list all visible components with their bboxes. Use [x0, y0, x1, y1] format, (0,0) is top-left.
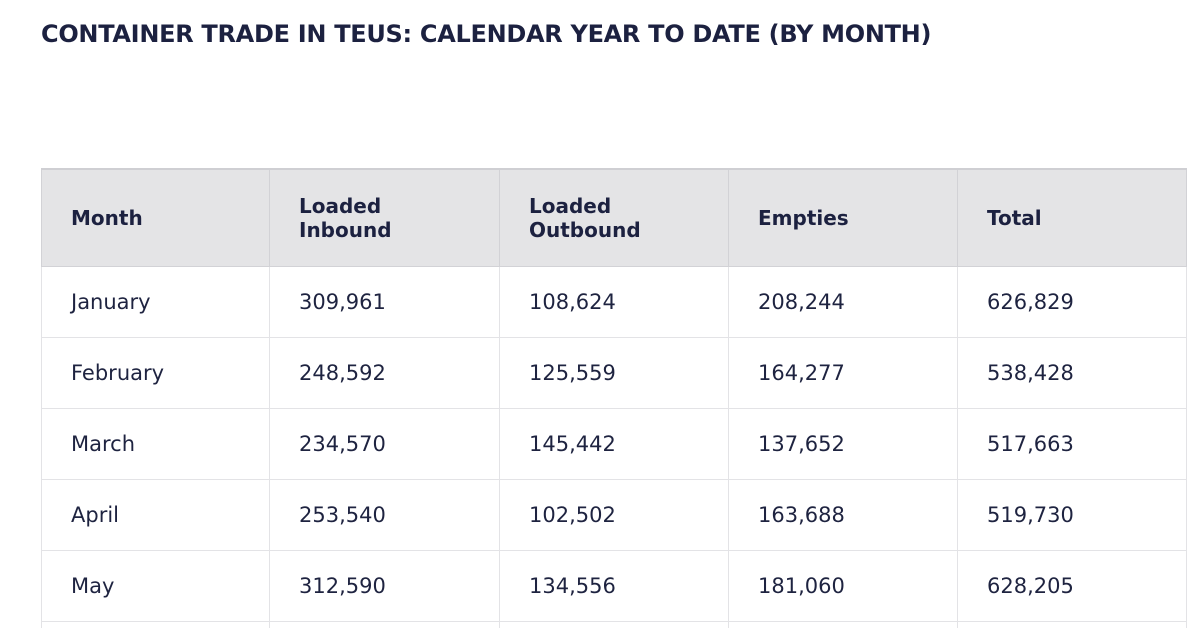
container-trade-table: Month Loaded Inbound Loaded Outbound Emp… [41, 168, 1187, 628]
header-row: Month Loaded Inbound Loaded Outbound Emp… [41, 168, 1187, 267]
container-trade-table-wrapper: Month Loaded Inbound Loaded Outbound Emp… [41, 168, 1187, 628]
cell-loaded-inbound: 234,570 [269, 408, 500, 480]
cell-month: May [41, 550, 270, 622]
header-empties-label: Empties [758, 206, 849, 230]
table-row: January 309,961 108,624 208,244 626,829 [41, 266, 1187, 338]
cell-loaded-outbound: 108,624 [499, 266, 729, 338]
cell-total: 626,829 [957, 266, 1187, 338]
cell-empties: 163,688 [728, 479, 958, 551]
cell-month: February [41, 337, 270, 409]
cell-total: 538,428 [957, 337, 1187, 409]
cell-empties: 164,277 [728, 337, 958, 409]
header-empties: Empties [728, 168, 958, 267]
cell-month: January [41, 266, 270, 338]
table-row-partial [41, 621, 1187, 628]
cell-empty [269, 621, 500, 628]
header-loaded-outbound: Loaded Outbound [499, 168, 729, 267]
cell-loaded-outbound: 145,442 [499, 408, 729, 480]
cell-loaded-inbound: 248,592 [269, 337, 500, 409]
cell-month: April [41, 479, 270, 551]
table-row: April 253,540 102,502 163,688 519,730 [41, 479, 1187, 551]
header-loaded-inbound-line2: Inbound [299, 218, 392, 242]
cell-loaded-inbound: 253,540 [269, 479, 500, 551]
cell-empty [728, 621, 958, 628]
cell-empty [41, 621, 270, 628]
header-loaded-outbound-line1: Loaded [529, 194, 612, 218]
table-row: March 234,570 145,442 137,652 517,663 [41, 408, 1187, 480]
header-loaded-inbound-line1: Loaded [299, 194, 382, 218]
cell-loaded-inbound: 312,590 [269, 550, 500, 622]
table-row: February 248,592 125,559 164,277 538,428 [41, 337, 1187, 409]
cell-total: 519,730 [957, 479, 1187, 551]
table-body: January 309,961 108,624 208,244 626,829 … [41, 266, 1187, 628]
header-month-label: Month [71, 206, 143, 230]
cell-empties: 181,060 [728, 550, 958, 622]
header-loaded-inbound: Loaded Inbound [269, 168, 500, 267]
cell-loaded-inbound: 309,961 [269, 266, 500, 338]
cell-total: 628,205 [957, 550, 1187, 622]
cell-empties: 137,652 [728, 408, 958, 480]
cell-loaded-outbound: 125,559 [499, 337, 729, 409]
page-title: CONTAINER TRADE IN TEUS: CALENDAR YEAR T… [41, 20, 932, 48]
header-loaded-outbound-line2: Outbound [529, 218, 641, 242]
cell-empty [499, 621, 729, 628]
table-header: Month Loaded Inbound Loaded Outbound Emp… [41, 168, 1187, 267]
table-row: May 312,590 134,556 181,060 628,205 [41, 550, 1187, 622]
header-total-label: Total [987, 206, 1042, 230]
cell-month: March [41, 408, 270, 480]
cell-loaded-outbound: 134,556 [499, 550, 729, 622]
header-total: Total [957, 168, 1187, 267]
cell-empty [957, 621, 1187, 628]
cell-loaded-outbound: 102,502 [499, 479, 729, 551]
cell-empties: 208,244 [728, 266, 958, 338]
cell-total: 517,663 [957, 408, 1187, 480]
header-month: Month [41, 168, 270, 267]
